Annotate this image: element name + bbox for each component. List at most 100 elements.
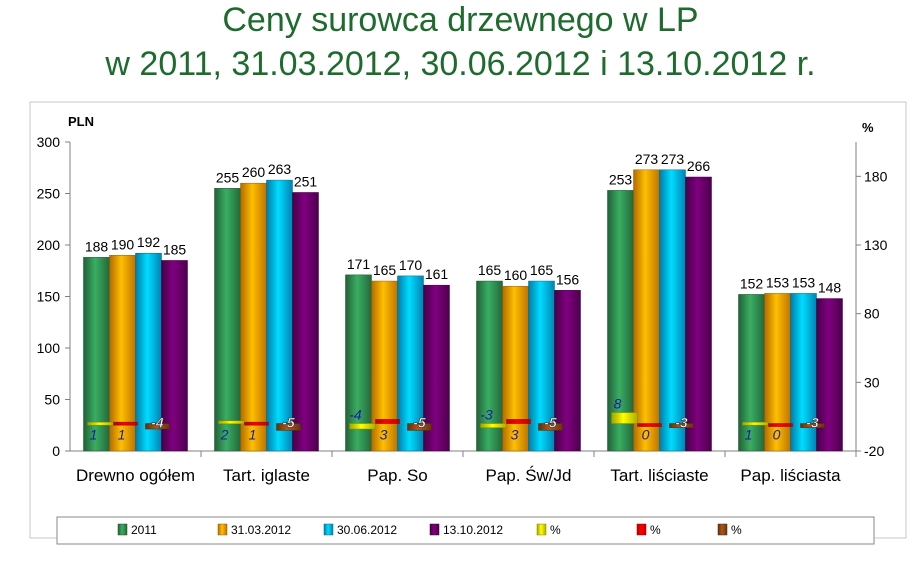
legend-swatch xyxy=(117,523,128,536)
pct-bar xyxy=(800,423,825,428)
bar-value-label: 160 xyxy=(504,267,528,283)
legend-swatch xyxy=(323,523,334,536)
legend-label: 31.03.2012 xyxy=(231,523,291,537)
bar-13.10.2012 xyxy=(685,176,712,452)
legend-label: 13.10.2012 xyxy=(443,523,503,537)
pct-bar xyxy=(145,423,170,430)
bar-31.03.2012 xyxy=(240,182,267,452)
bar-13.10.2012 xyxy=(816,298,843,452)
bar-30.06.2012 xyxy=(659,169,686,452)
legend-label: % xyxy=(550,523,561,537)
pct-bar xyxy=(407,423,432,431)
bar-value-label: 251 xyxy=(294,173,318,189)
legend-label: % xyxy=(731,523,742,537)
pct-bar xyxy=(113,421,138,426)
left-tick-label: 100 xyxy=(37,340,61,356)
bar-value-label: 152 xyxy=(740,275,764,291)
bar-value-label: 263 xyxy=(268,161,292,177)
pct-bar xyxy=(669,423,694,428)
pct-value-label: 2 xyxy=(220,427,229,443)
pct-bar xyxy=(480,423,507,428)
pct-value-label: 8 xyxy=(614,396,622,412)
left-axis-unit: PLN xyxy=(68,114,94,129)
right-tick-label: 80 xyxy=(864,306,880,322)
legend-label: 30.06.2012 xyxy=(337,523,397,537)
bar-value-label: 165 xyxy=(478,262,502,278)
bar-13.10.2012 xyxy=(161,260,188,452)
x-category-label: Pap. liściasta xyxy=(740,466,841,485)
pct-bar xyxy=(375,419,400,424)
bar-30.06.2012 xyxy=(266,179,293,452)
pct-value-label: 3 xyxy=(380,427,388,443)
pct-value-label: -3 xyxy=(675,415,688,431)
left-tick-label: 50 xyxy=(44,392,60,408)
bar-30.06.2012 xyxy=(528,280,555,452)
legend-label: % xyxy=(650,523,661,537)
bar-value-label: 161 xyxy=(425,266,449,282)
legend-swatch xyxy=(536,523,547,536)
legend-swatch xyxy=(217,523,228,536)
left-tick-label: 0 xyxy=(52,443,60,459)
bar-value-label: 273 xyxy=(635,151,659,167)
pct-bar xyxy=(218,420,245,425)
pct-bar xyxy=(538,423,563,431)
bar-value-label: 273 xyxy=(661,151,685,167)
bar-value-label: 156 xyxy=(556,271,580,287)
bar-value-label: 165 xyxy=(530,262,554,278)
bar-30.06.2012 xyxy=(135,252,162,452)
pct-value-label: -3 xyxy=(806,415,819,431)
chart-title-line-1: Ceny surowca drzewnego w LP xyxy=(222,1,699,39)
pct-value-label: -5 xyxy=(544,415,557,431)
pct-value-label: 0 xyxy=(642,427,650,443)
x-category-label: Tart. liściaste xyxy=(610,466,708,485)
x-category-label: Pap. So xyxy=(367,466,428,485)
pct-value-label: 1 xyxy=(90,427,98,443)
bar-value-label: 253 xyxy=(609,171,633,187)
bar-2011 xyxy=(476,280,503,452)
pct-bar xyxy=(768,423,793,427)
x-category-label: Pap. Św/Jd xyxy=(486,466,572,485)
bar-value-label: 266 xyxy=(687,158,711,174)
pct-value-label: 3 xyxy=(511,427,519,443)
pct-value-label: -4 xyxy=(349,407,362,423)
bar-value-label: 153 xyxy=(766,274,790,290)
pct-bar xyxy=(276,423,301,431)
pct-value-label: -5 xyxy=(413,415,426,431)
pct-value-label: 1 xyxy=(118,427,126,443)
right-tick-label: -20 xyxy=(864,443,884,459)
right-tick-label: 180 xyxy=(864,168,888,184)
bar-31.03.2012 xyxy=(109,255,136,452)
legend-swatch xyxy=(636,523,647,536)
x-category-label: Drewno ogółem xyxy=(76,466,195,485)
legend-label: 2011 xyxy=(131,523,157,537)
pct-value-label: 0 xyxy=(773,427,781,443)
right-axis-unit: % xyxy=(862,120,874,135)
bar-2011 xyxy=(214,188,241,452)
bar-2011 xyxy=(607,190,634,452)
pct-bar xyxy=(244,421,269,426)
legend-swatch xyxy=(717,523,728,536)
bar-13.10.2012 xyxy=(292,192,319,452)
bar-2011 xyxy=(345,274,372,452)
bar-31.03.2012 xyxy=(633,169,660,452)
left-tick-label: 200 xyxy=(37,237,61,253)
bar-2011 xyxy=(83,257,110,452)
bar-value-label: 190 xyxy=(111,236,135,252)
chart-title-line-2: w 2011, 31.03.2012, 30.06.2012 i 13.10.2… xyxy=(105,45,816,83)
pct-bar xyxy=(506,419,531,424)
pct-bar xyxy=(87,421,114,426)
bar-value-label: 255 xyxy=(216,169,240,185)
legend-box xyxy=(56,516,875,545)
bar-value-label: 188 xyxy=(85,238,109,254)
pct-bar xyxy=(611,412,638,424)
right-tick-label: 130 xyxy=(864,237,888,253)
pct-bar xyxy=(742,421,769,426)
bar-value-label: 171 xyxy=(347,256,371,272)
left-tick-label: 150 xyxy=(37,289,61,305)
left-tick-label: 250 xyxy=(37,186,61,202)
pct-bar xyxy=(637,423,662,427)
pct-value-label: 1 xyxy=(249,427,257,443)
pct-value-label: -4 xyxy=(151,415,164,431)
bar-value-label: 260 xyxy=(242,164,266,180)
